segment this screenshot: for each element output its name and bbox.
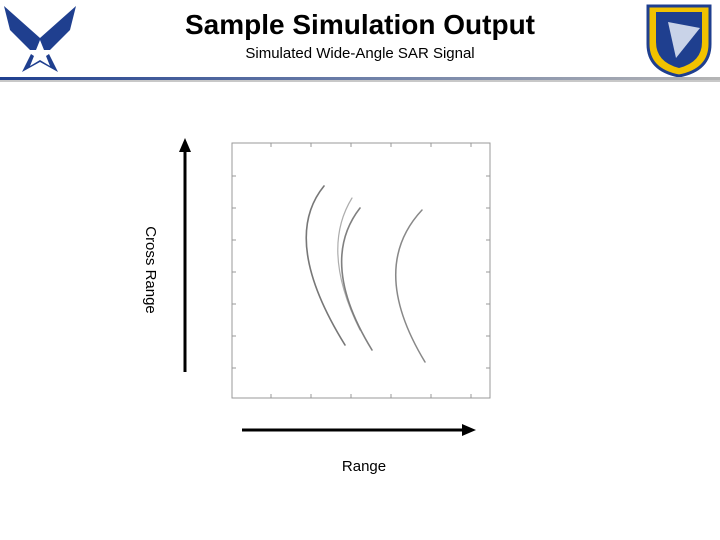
signal-curve: [337, 197, 361, 331]
y-axis-label: Cross Range: [142, 226, 159, 314]
header-rule: [0, 77, 720, 80]
signal-curve: [305, 185, 346, 346]
header-rule-shadow: [0, 80, 720, 82]
shield-emblem: [668, 22, 700, 58]
wings-shape: [4, 6, 76, 72]
left-logo: [4, 6, 76, 72]
slide-subtitle: Simulated Wide-Angle SAR Signal: [245, 45, 474, 62]
sar-image: [231, 142, 491, 399]
plot-frame: [231, 142, 491, 399]
range-arrow: [242, 424, 476, 436]
signal-curve: [340, 207, 373, 351]
wings-star: [25, 40, 55, 66]
x-axis-label: Range: [342, 458, 386, 475]
signal-curves: [305, 185, 426, 363]
frame-ticks: [232, 143, 490, 398]
cross-range-arrow: [179, 138, 191, 372]
right-logo: [646, 4, 712, 78]
slide-title: Sample Simulation Output: [185, 9, 535, 40]
signal-curve: [395, 209, 426, 363]
